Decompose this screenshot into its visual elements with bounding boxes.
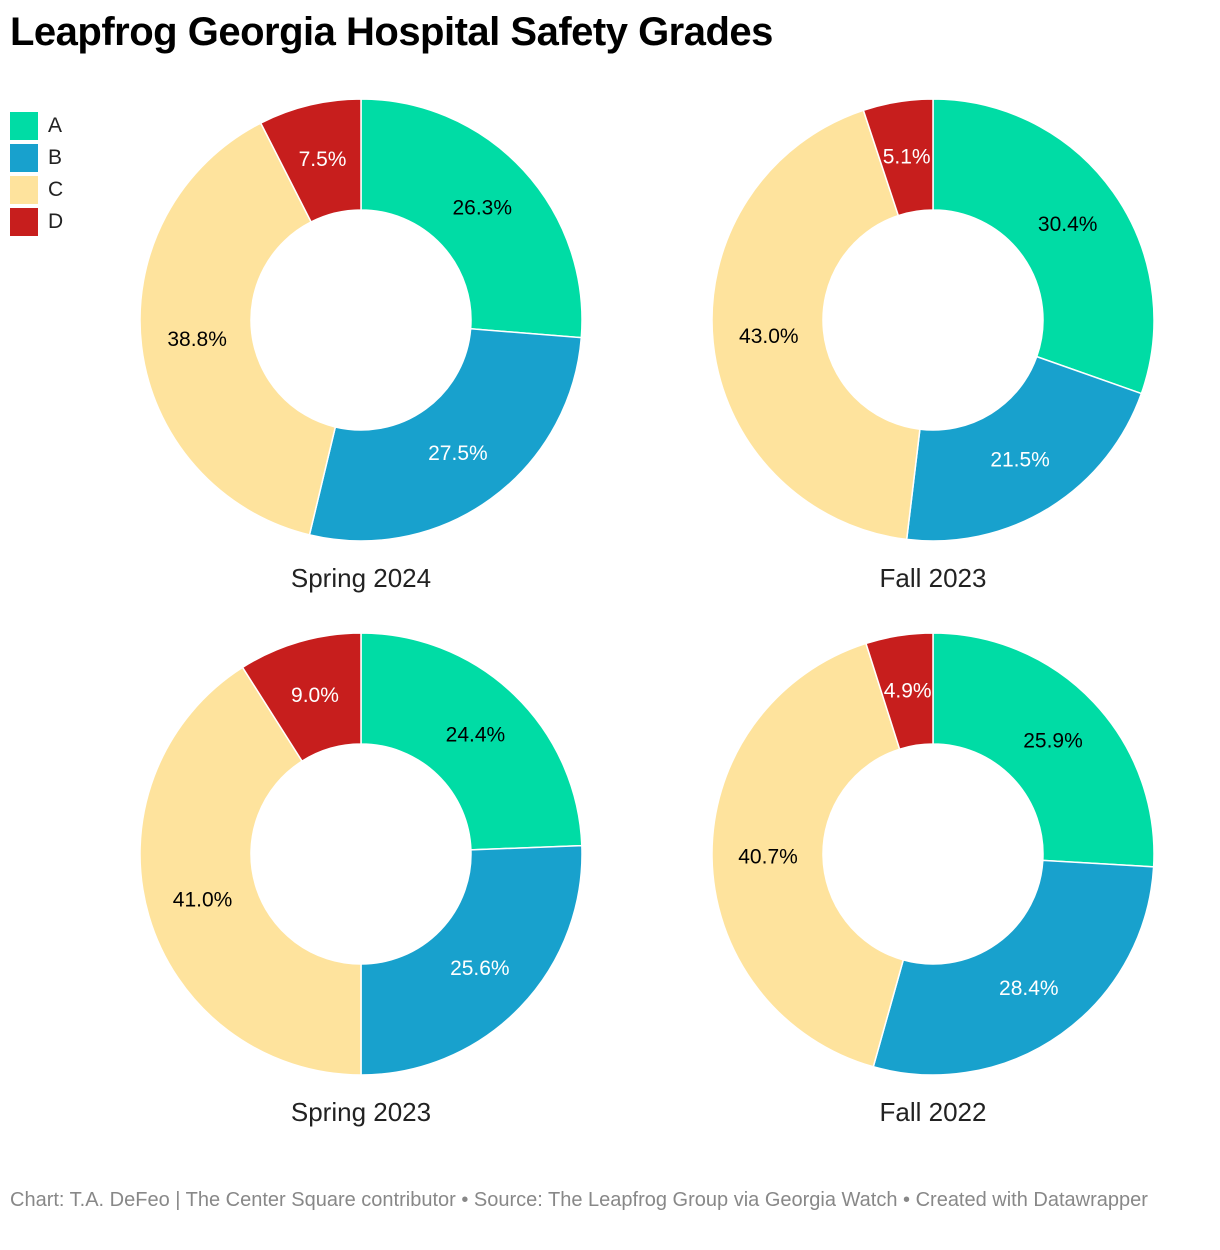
- legend: A B C D: [10, 110, 63, 238]
- legend-label-d: D: [48, 210, 64, 233]
- slice-d: [865, 632, 934, 751]
- slice-b: [308, 327, 583, 542]
- slice-a: [932, 98, 1155, 395]
- chart-subtitle: Spring 2024: [291, 563, 431, 593]
- slice-b: [905, 355, 1143, 542]
- slice-label-d: 7.5%: [299, 148, 347, 171]
- slice-label-c: 38.8%: [167, 328, 227, 351]
- slice-label-d: 4.9%: [884, 679, 932, 702]
- slice-label-c: 43.0%: [739, 325, 799, 348]
- chart-title: Leapfrog Georgia Hospital Safety Grades: [10, 10, 773, 54]
- chart-subtitle: Fall 2022: [880, 1097, 987, 1127]
- slice-d: [862, 98, 934, 217]
- legend-label-b: B: [48, 146, 63, 169]
- slice-c: [139, 666, 362, 1076]
- legend-item-c: C: [10, 174, 63, 206]
- chart-subtitle: Fall 2023: [880, 563, 987, 593]
- slice-c: [711, 642, 905, 1068]
- slice-label-d: 9.0%: [291, 684, 339, 707]
- legend-label-c: C: [48, 178, 64, 201]
- slice-d: [259, 98, 362, 223]
- chart-subtitle: Spring 2023: [291, 1097, 431, 1127]
- legend-item-a: A: [10, 110, 63, 142]
- slice-label-d: 5.1%: [883, 146, 931, 169]
- donut-spring-2023: 24.4% 25.6% 41.0% 9.0% Spring 2023: [139, 632, 583, 1127]
- donut-fall-2022: 25.9% 28.4% 40.7% 4.9% Fall 2022: [711, 632, 1155, 1127]
- slice-c: [711, 109, 921, 541]
- source-footer: Chart: T.A. DeFeo | The Center Square co…: [10, 1189, 1148, 1211]
- slice-label-a: 26.3%: [452, 197, 512, 220]
- slice-label-a: 30.4%: [1038, 213, 1098, 236]
- slice-b: [872, 859, 1155, 1076]
- slice-d: [241, 632, 362, 763]
- slice-a: [360, 632, 583, 851]
- slice-a: [360, 98, 583, 339]
- slice-label-c: 41.0%: [173, 889, 233, 912]
- donut-fall-2023: 30.4% 21.5% 43.0% 5.1% Fall 2023: [711, 98, 1155, 593]
- slice-label-b: 27.5%: [428, 442, 488, 465]
- legend-swatch-c: [10, 176, 38, 204]
- legend-item-d: D: [10, 206, 63, 238]
- legend-label-a: A: [48, 114, 63, 137]
- slice-b: [360, 844, 583, 1076]
- slice-label-b: 28.4%: [999, 977, 1059, 1000]
- slice-a: [932, 632, 1155, 868]
- slice-label-b: 25.6%: [450, 957, 510, 980]
- legend-swatch-d: [10, 208, 38, 236]
- slice-label-a: 24.4%: [446, 724, 506, 747]
- legend-swatch-b: [10, 144, 38, 172]
- slice-label-a: 25.9%: [1023, 729, 1083, 752]
- donut-spring-2024: 26.3% 27.5% 38.8% 7.5% Spring 2024: [139, 98, 583, 593]
- slice-label-c: 40.7%: [738, 845, 798, 868]
- slice-label-b: 21.5%: [990, 449, 1050, 472]
- slice-c: [139, 122, 337, 536]
- legend-item-b: B: [10, 142, 63, 174]
- legend-swatch-a: [10, 112, 38, 140]
